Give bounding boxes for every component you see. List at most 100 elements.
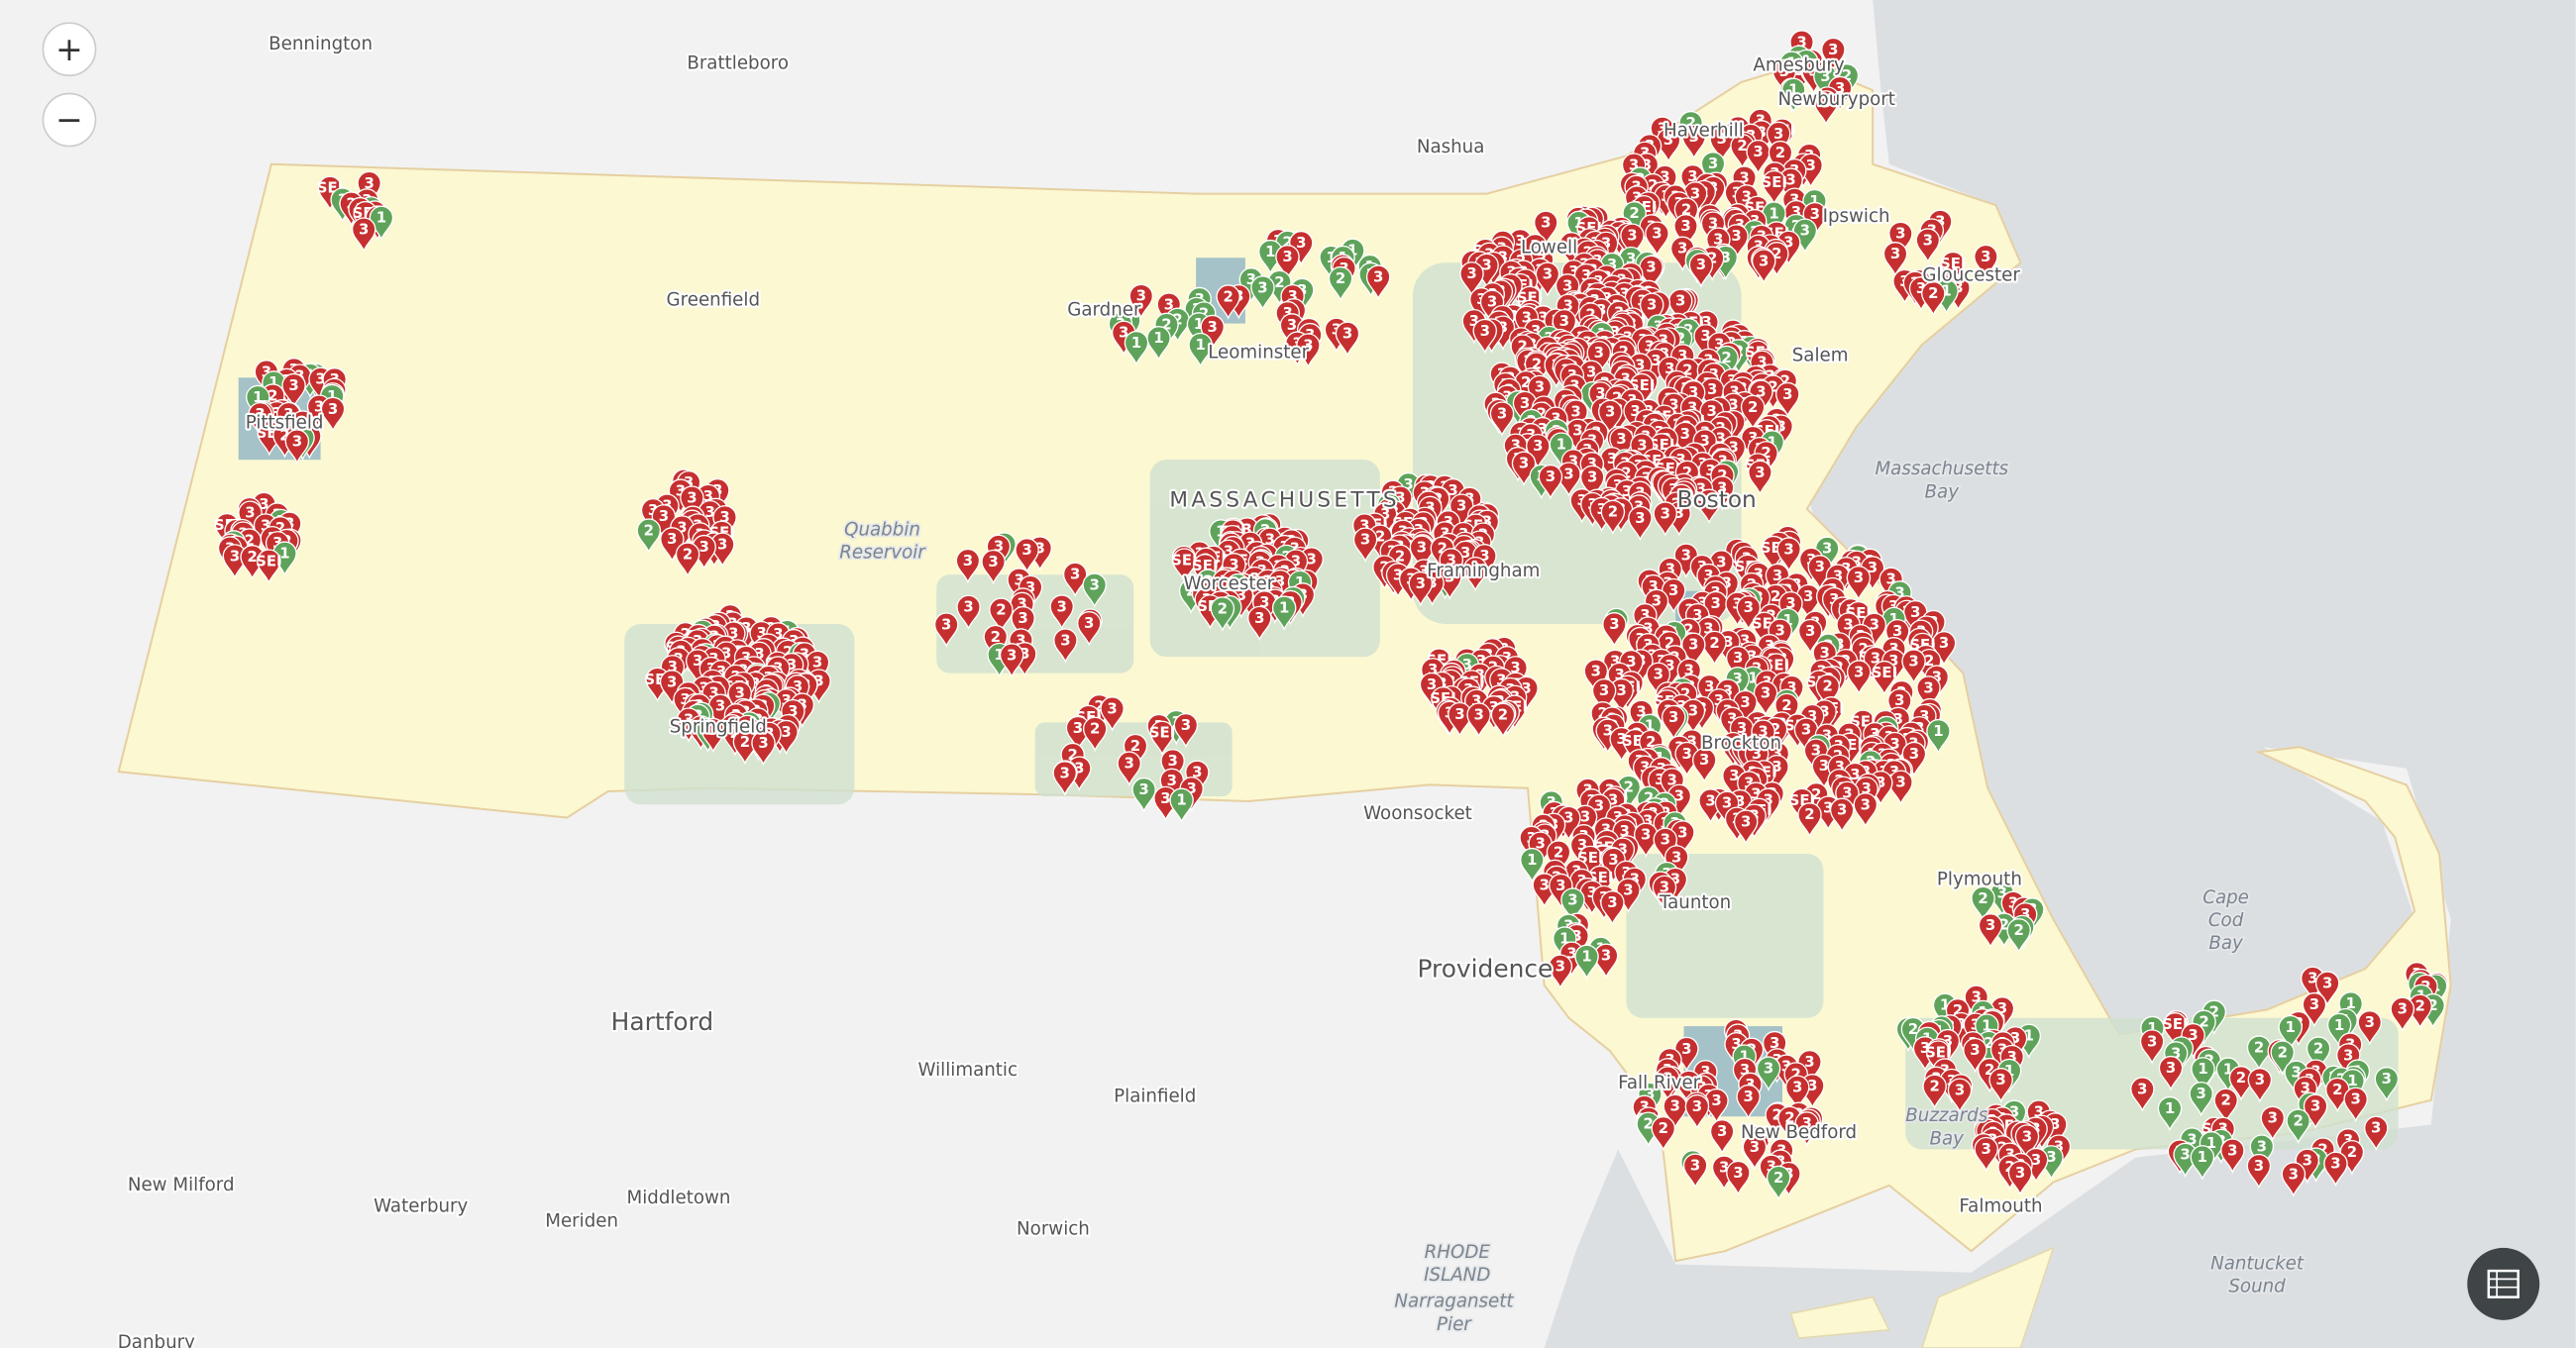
marker-label[interactable]: 3: [1282, 248, 1292, 265]
marker-label[interactable]: 3: [364, 174, 374, 192]
marker-label[interactable]: 3: [1456, 497, 1466, 515]
marker-label[interactable]: 2: [1748, 398, 1758, 416]
marker-label[interactable]: 3: [2015, 1164, 2025, 1182]
marker-label[interactable]: 3: [2365, 1013, 2375, 1031]
marker-label[interactable]: 3: [1821, 93, 1831, 111]
marker-label[interactable]: 3: [1861, 795, 1871, 813]
marker-label[interactable]: 3: [1717, 1122, 1727, 1140]
marker-pin[interactable]: [1915, 228, 1941, 263]
marker-label[interactable]: 3: [1681, 546, 1691, 564]
marker-label[interactable]: 2: [1978, 889, 1987, 907]
marker-label[interactable]: 3: [1616, 430, 1626, 448]
marker-label[interactable]: 3: [1677, 240, 1687, 258]
marker-pin[interactable]: [1250, 275, 1275, 311]
marker-label[interactable]: 3: [2289, 1165, 2299, 1183]
marker-label[interactable]: 3: [1070, 566, 1080, 583]
marker-label[interactable]: SEI: [1761, 173, 1786, 191]
marker[interactable]: 3: [1821, 37, 1846, 73]
marker-label[interactable]: 3: [2398, 1000, 2408, 1018]
marker-label[interactable]: 3: [1591, 662, 1601, 679]
marker[interactable]: 3: [1813, 90, 1839, 126]
marker-pin[interactable]: [1328, 265, 1353, 302]
marker-label[interactable]: 3: [1810, 205, 1820, 223]
marker-label[interactable]: 1: [2198, 1148, 2207, 1166]
marker[interactable]: SEI: [1761, 169, 1787, 206]
marker-label[interactable]: 3: [1287, 287, 1297, 305]
marker-label[interactable]: 3: [1713, 231, 1723, 249]
marker-pin[interactable]: [1882, 242, 1908, 277]
marker-label[interactable]: 3: [1791, 203, 1801, 221]
marker[interactable]: 3: [1681, 124, 1707, 160]
marker-label[interactable]: 3: [1753, 143, 1763, 160]
marker-pin[interactable]: [1472, 318, 1498, 355]
marker-label[interactable]: 3: [1660, 168, 1669, 186]
marker-label[interactable]: 3: [1125, 755, 1134, 773]
marker-label[interactable]: 3: [328, 400, 338, 418]
marker-pin[interactable]: [1645, 221, 1669, 258]
marker[interactable]: 3: [1645, 221, 1669, 258]
marker-label[interactable]: 3: [1707, 380, 1717, 398]
marker-label[interactable]: 3: [2166, 1059, 2176, 1077]
marker[interactable]: 2: [1216, 284, 1240, 320]
marker-label[interactable]: 2: [1554, 843, 1563, 861]
marker-label[interactable]: 3: [1739, 168, 1749, 186]
marker-pin[interactable]: [1128, 283, 1154, 320]
marker-label[interactable]: 2: [644, 521, 654, 539]
marker-pin[interactable]: [1335, 321, 1360, 358]
marker-label[interactable]: 3: [1627, 227, 1637, 245]
marker-pin[interactable]: [1762, 169, 1786, 206]
marker-label[interactable]: 3: [1605, 403, 1615, 421]
marker-label[interactable]: 1: [1176, 791, 1186, 809]
marker-label[interactable]: 3: [1710, 594, 1720, 612]
marker-label[interactable]: 3: [1164, 295, 1174, 313]
marker-label[interactable]: 3: [963, 552, 973, 570]
marker-label[interactable]: 3: [1808, 62, 1818, 80]
marker-label[interactable]: 1: [1153, 329, 1163, 347]
marker-label[interactable]: 3: [1908, 652, 1918, 670]
marker-label[interactable]: 3: [1783, 234, 1793, 252]
marker-label[interactable]: 3: [1642, 156, 1652, 173]
marker-label[interactable]: 3: [1018, 609, 1027, 627]
marker-label[interactable]: 3: [1522, 309, 1532, 327]
marker-label[interactable]: 2: [2014, 921, 2024, 939]
marker[interactable]: 3: [1639, 292, 1664, 329]
marker-label[interactable]: 2: [1608, 503, 1618, 521]
marker-label[interactable]: 3: [1167, 752, 1177, 770]
marker-label[interactable]: 1: [1265, 243, 1275, 260]
marker-label[interactable]: 3: [1533, 437, 1543, 455]
marker[interactable]: 3: [1533, 210, 1558, 247]
marker-label[interactable]: 3: [1581, 266, 1591, 284]
marker-label[interactable]: 3: [1007, 646, 1017, 664]
marker-label[interactable]: 3: [1837, 801, 1847, 819]
marker-label[interactable]: 2: [2347, 1143, 2357, 1161]
marker-label[interactable]: 3: [1690, 1156, 1700, 1174]
marker-label[interactable]: 1: [1194, 315, 1204, 333]
marker-label[interactable]: 3: [1681, 1040, 1691, 1058]
marker-label[interactable]: 3: [1416, 574, 1426, 592]
marker-label[interactable]: 2: [1223, 287, 1233, 305]
marker-label[interactable]: 3: [1701, 313, 1711, 331]
marker-label[interactable]: 3: [1646, 259, 1656, 276]
marker-label[interactable]: 3: [1060, 764, 1070, 781]
marker-label[interactable]: 3: [1136, 287, 1146, 305]
marker-label[interactable]: 3: [245, 504, 255, 522]
marker-label[interactable]: 3: [1970, 1041, 1980, 1059]
marker-label[interactable]: 3: [1805, 622, 1815, 640]
marker-label[interactable]: 2: [2254, 1038, 2264, 1056]
marker-label[interactable]: 2: [2313, 1039, 2323, 1057]
marker-label[interactable]: 3: [1688, 702, 1698, 720]
marker-label[interactable]: 2: [1929, 1078, 1939, 1095]
marker-label[interactable]: 3: [1759, 252, 1769, 269]
marker-pin[interactable]: [1681, 124, 1707, 160]
marker-label[interactable]: 2: [2278, 1043, 2288, 1061]
marker-label[interactable]: 3: [1779, 62, 1789, 80]
marker-label[interactable]: 1: [1769, 204, 1778, 222]
marker-label[interactable]: 3: [2197, 1085, 2206, 1102]
marker-label[interactable]: 3: [1208, 318, 1218, 336]
marker-label[interactable]: 3: [1717, 130, 1727, 148]
marker-label[interactable]: 3: [1473, 705, 1483, 723]
marker-label[interactable]: 3: [1541, 214, 1551, 232]
marker-label[interactable]: 2: [1804, 805, 1814, 823]
marker-label[interactable]: 3: [1800, 222, 1810, 240]
marker-label[interactable]: 3: [1480, 322, 1490, 340]
